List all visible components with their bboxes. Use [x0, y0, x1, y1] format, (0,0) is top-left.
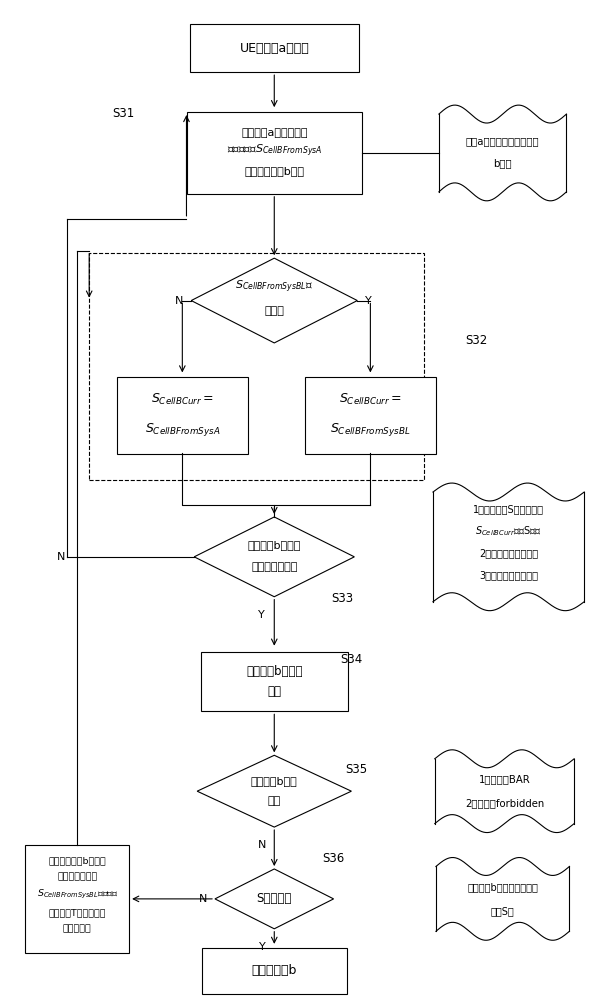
Text: N: N [175, 296, 184, 306]
Text: 1、是否被BAR: 1、是否被BAR [479, 774, 530, 784]
Text: 消息: 消息 [267, 685, 281, 698]
Text: 受限: 受限 [268, 796, 281, 806]
Text: S31: S31 [112, 107, 134, 120]
Text: 判断邻区b是否满: 判断邻区b是否满 [247, 540, 301, 550]
Text: 解析小区a系统消息参: 解析小区a系统消息参 [241, 128, 308, 138]
Text: 否有效: 否有效 [265, 306, 284, 316]
Polygon shape [191, 258, 358, 343]
Text: $S_{CellBCurr}=$: $S_{CellBCurr}=$ [151, 392, 214, 407]
FancyBboxPatch shape [26, 845, 129, 953]
FancyBboxPatch shape [190, 24, 359, 72]
Text: 需要重启）: 需要重启） [63, 924, 92, 933]
Polygon shape [215, 869, 334, 929]
Text: 1、是否满足S准则（使用: 1、是否满足S准则（使用 [473, 504, 544, 514]
FancyBboxPatch shape [201, 652, 348, 711]
Text: $S_{CellBFromSysBL}$: $S_{CellBFromSysBL}$ [330, 421, 411, 438]
Text: Y: Y [365, 296, 371, 306]
FancyBboxPatch shape [201, 948, 347, 994]
Text: 动定时器T（若已启动: 动定时器T（若已启动 [48, 908, 106, 917]
Text: 2、是否被forbidden: 2、是否被forbidden [465, 798, 544, 808]
Text: S34: S34 [340, 653, 362, 666]
Text: 足重选评估条件: 足重选评估条件 [251, 562, 297, 572]
Text: 3、是否在受限列表中: 3、是否在受限列表中 [479, 570, 538, 580]
Polygon shape [194, 517, 355, 597]
Text: S32: S32 [465, 334, 487, 347]
Text: 重选到邻区b: 重选到邻区b [252, 964, 297, 977]
Text: Y: Y [258, 610, 265, 620]
Text: S准则判定: S准则判定 [257, 892, 292, 905]
Polygon shape [197, 755, 352, 827]
Text: $S_{CellBFromSysA}$: $S_{CellBFromSysA}$ [145, 421, 220, 438]
Text: S33: S33 [331, 592, 353, 605]
Text: N: N [57, 552, 65, 562]
Text: 覆盖保存邻区b的系统: 覆盖保存邻区b的系统 [48, 856, 106, 865]
Text: N: N [199, 894, 207, 904]
Text: Y: Y [259, 942, 266, 952]
Text: 接收邻区b的系统: 接收邻区b的系统 [246, 665, 303, 678]
Bar [89, 253, 424, 480]
Text: 计算S值: 计算S值 [491, 906, 514, 916]
Text: b参数: b参数 [493, 158, 512, 168]
Text: $S_{CellBFromSysBL}$是: $S_{CellBFromSysBL}$是 [235, 278, 313, 295]
Text: 数，保存到$S_{CellBFromSysA}$: 数，保存到$S_{CellBFromSysA}$ [226, 143, 322, 159]
Text: $S_{CellBFromSysBL}$有效，启: $S_{CellBFromSysBL}$有效，启 [36, 888, 118, 901]
Text: S35: S35 [345, 763, 367, 776]
Text: 使用邻区b的系统消息参数: 使用邻区b的系统消息参数 [467, 882, 538, 892]
FancyBboxPatch shape [187, 112, 362, 194]
Text: UE在小区a上驻留: UE在小区a上驻留 [240, 42, 309, 55]
FancyBboxPatch shape [117, 377, 247, 454]
Text: $S_{CellBCurr}=$: $S_{CellBCurr}=$ [339, 392, 402, 407]
Text: 2、是否满足重选门限: 2、是否满足重选门限 [479, 548, 538, 558]
Text: S36: S36 [322, 852, 344, 865]
Text: $S_{CellBCurr}$计算S值）: $S_{CellBCurr}$计算S值） [476, 524, 542, 538]
FancyBboxPatch shape [305, 377, 436, 454]
Text: 消息参数，设置: 消息参数，设置 [57, 872, 98, 881]
Text: N: N [258, 840, 266, 850]
Text: 判断邻区b是否: 判断邻区b是否 [251, 776, 297, 786]
Text: 中，启动邻区b测量: 中，启动邻区b测量 [244, 166, 305, 176]
Text: 小区a系统消息中包含小区: 小区a系统消息中包含小区 [466, 136, 539, 146]
